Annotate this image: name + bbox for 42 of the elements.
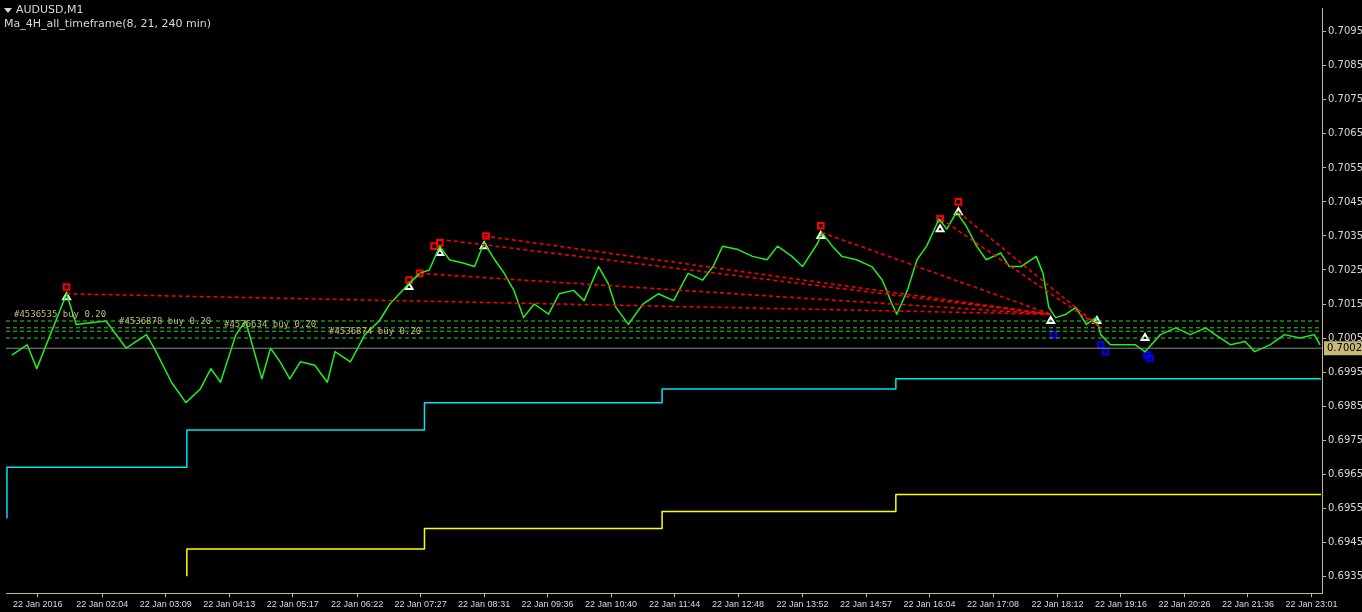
x-tick-label: 22 Jan 08:31 xyxy=(458,599,511,610)
x-tick-label: 22 Jan 03:09 xyxy=(139,599,192,610)
x-tick-label: 22 Jan 23:01 xyxy=(1285,599,1338,610)
x-tick-label: 22 Jan 13:52 xyxy=(776,599,829,610)
x-tick-label: 22 Jan 06:22 xyxy=(331,599,384,610)
text: Ma_4H_all_timeframe(8, 21, 240 min) xyxy=(4,17,212,31)
x-tick-label: 22 Jan 11:44 xyxy=(648,599,701,610)
y-tick-label: 0.7065 xyxy=(1328,127,1362,139)
x-tick-label: 22 Jan 2016 xyxy=(12,599,63,610)
x-tick-label: 22 Jan 18:12 xyxy=(1031,599,1084,610)
y-tick-label: 0.7075 xyxy=(1328,93,1362,105)
y-tick-label: 0.6975 xyxy=(1328,433,1362,445)
x-tick-label: 22 Jan 02:04 xyxy=(76,599,129,610)
x-tick-label: 22 Jan 07:27 xyxy=(394,599,447,610)
y-tick-label: 0.7055 xyxy=(1328,161,1362,173)
chart-title: AUDUSD,M1 xyxy=(16,3,84,16)
x-tick-label: 22 Jan 04:13 xyxy=(203,599,256,610)
y-tick-label: 0.6965 xyxy=(1328,467,1362,479)
ref-line-label: 0.7002 xyxy=(1327,341,1362,353)
x-tick-label: 22 Jan 20:26 xyxy=(1158,599,1211,610)
y-tick-label: 0.7025 xyxy=(1328,263,1362,275)
y-tick-label: 0.6995 xyxy=(1328,365,1362,377)
y-tick-label: 0.7095 xyxy=(1328,25,1362,37)
y-tick-label: 0.7085 xyxy=(1328,59,1362,71)
y-tick-label: 0.7045 xyxy=(1328,195,1362,207)
x-tick-label: 22 Jan 12:48 xyxy=(712,599,765,610)
y-tick-label: 0.6945 xyxy=(1328,535,1362,547)
x-tick-label: 22 Jan 19:16 xyxy=(1094,599,1147,610)
ref-line-label: #4536878 buy 0.20 xyxy=(119,315,212,326)
y-tick-label: 0.7035 xyxy=(1328,229,1362,241)
y-tick-label: 0.6985 xyxy=(1328,399,1362,411)
x-tick-label: 22 Jan 21:36 xyxy=(1221,599,1274,610)
x-tick-label: 22 Jan 10:40 xyxy=(585,599,638,610)
x-tick-label: 22 Jan 09:36 xyxy=(521,599,574,610)
x-tick-label: 22 Jan 14:57 xyxy=(839,599,893,610)
y-tick-label: 0.7005 xyxy=(1328,331,1362,343)
x-tick-label: 22 Jan 17:08 xyxy=(966,599,1020,610)
x-tick-label: 22 Jan 05:17 xyxy=(266,599,319,610)
y-tick-label: 0.6935 xyxy=(1328,569,1362,581)
x-tick-label: 22 Jan 16:04 xyxy=(903,599,956,610)
y-tick-label: 0.7015 xyxy=(1328,297,1362,309)
y-tick-label: 0.6955 xyxy=(1328,501,1362,513)
